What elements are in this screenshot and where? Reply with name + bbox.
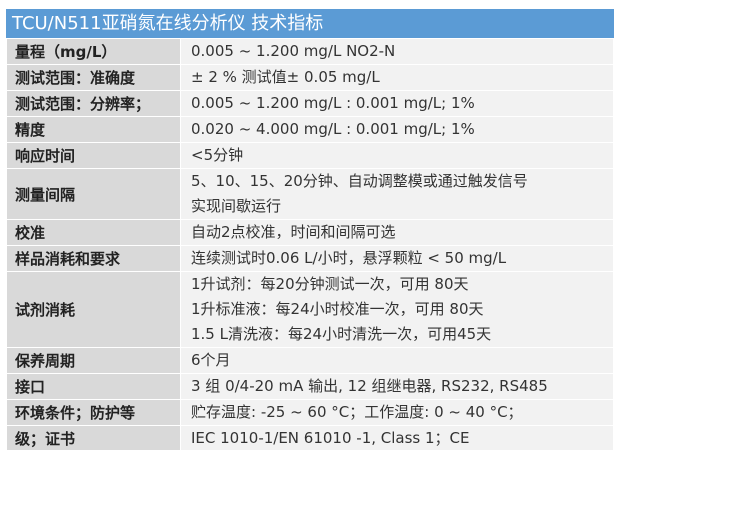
spec-label: 样品消耗和要求	[6, 245, 181, 272]
spec-value-line: <5分钟	[191, 146, 244, 164]
spec-label: 测试范围：准确度	[6, 64, 181, 91]
spec-value-line: 1升试剂：每20分钟测试一次，可用 80天	[191, 275, 469, 293]
spec-value: 6个月	[180, 347, 614, 374]
spec-value-line: 连续测试时0.06 L/小时，悬浮颗粒 < 50 mg/L	[191, 249, 507, 267]
spec-value: 贮存温度: -25 ~ 60 °C；工作温度: 0 ~ 40 °C；	[180, 399, 614, 426]
spec-value-line: 6个月	[191, 351, 231, 369]
spec-value: IEC 1010-1/EN 61010 -1, Class 1；CE	[180, 425, 614, 451]
spec-row: 保养周期 6个月	[6, 347, 614, 374]
spec-row: 量程（mg/L） 0.005 ~ 1.200 mg/L NO2-N	[6, 38, 614, 65]
spec-row: 响应时间 <5分钟	[6, 142, 614, 169]
spec-label: 量程（mg/L）	[6, 38, 181, 65]
spec-value-line: 0.020 ~ 4.000 mg/L : 0.001 mg/L; 1%	[191, 120, 475, 138]
spec-table-body: 量程（mg/L） 0.005 ~ 1.200 mg/L NO2-N 测试范围：准确度…	[6, 38, 614, 451]
spec-value: 连续测试时0.06 L/小时，悬浮颗粒 < 50 mg/L	[180, 245, 614, 272]
spec-value-line: 0.005 ~ 1.200 mg/L : 0.001 mg/L; 1%	[191, 94, 475, 112]
spec-value-line: 5、10、15、20分钟、自动调整模或通过触发信号	[191, 172, 528, 190]
spec-label: 接口	[6, 373, 181, 400]
spec-value: <5分钟	[180, 142, 614, 169]
spec-row: 测量间隔 5、10、15、20分钟、自动调整模或通过触发信号 实现间歇运行	[6, 168, 614, 220]
spec-value-line: 贮存温度: -25 ~ 60 °C；工作温度: 0 ~ 40 °C；	[191, 403, 523, 421]
spec-row: 校准 自动2点校准，时间和间隔可选	[6, 219, 614, 246]
spec-value-line: 1升标准液：每24小时校准一次，可用 80天	[191, 300, 484, 318]
spec-value: 自动2点校准，时间和间隔可选	[180, 219, 614, 246]
spec-row: 试剂消耗 1升试剂：每20分钟测试一次，可用 80天 1升标准液：每24小时校准一次…	[6, 271, 614, 348]
spec-value: 1升试剂：每20分钟测试一次，可用 80天 1升标准液：每24小时校准一次，可用 …	[180, 271, 614, 348]
spec-value: 0.020 ~ 4.000 mg/L : 0.001 mg/L; 1%	[180, 116, 614, 143]
spec-label: 校准	[6, 219, 181, 246]
spec-label: 试剂消耗	[6, 271, 181, 348]
spec-row: 环境条件；防护等 贮存温度: -25 ~ 60 °C；工作温度: 0 ~ 40 °…	[6, 399, 614, 426]
spec-title: TCU/N511亚硝氮在线分析仪 技术指标	[6, 9, 614, 38]
spec-value: 0.005 ~ 1.200 mg/L NO2-N	[180, 38, 614, 65]
spec-value-line: ± 2 % 测试值± 0.05 mg/L	[191, 68, 380, 86]
spec-row: 测试范围：准确度 ± 2 % 测试值± 0.05 mg/L	[6, 64, 614, 91]
spec-label: 环境条件；防护等	[6, 399, 181, 426]
spec-value-line: 自动2点校准，时间和间隔可选	[191, 223, 396, 241]
spec-row: 级；证书 IEC 1010-1/EN 61010 -1, Class 1；CE	[6, 425, 614, 451]
spec-row: 精度 0.020 ~ 4.000 mg/L : 0.001 mg/L; 1%	[6, 116, 614, 143]
spec-value: 3 组 0/4-20 mA 输出, 12 组继电器, RS232, RS485	[180, 373, 614, 400]
spec-value: ± 2 % 测试值± 0.05 mg/L	[180, 64, 614, 91]
spec-value-line: IEC 1010-1/EN 61010 -1, Class 1；CE	[191, 429, 470, 447]
spec-label: 级；证书	[6, 425, 181, 451]
spec-value: 0.005 ~ 1.200 mg/L : 0.001 mg/L; 1%	[180, 90, 614, 117]
spec-sheet: TCU/N511亚硝氮在线分析仪 技术指标 量程（mg/L） 0.005 ~ 1.…	[6, 9, 614, 451]
spec-value-line: 3 组 0/4-20 mA 输出, 12 组继电器, RS232, RS485	[191, 377, 548, 395]
spec-label: 精度	[6, 116, 181, 143]
spec-row: 接口 3 组 0/4-20 mA 输出, 12 组继电器, RS232, RS48…	[6, 373, 614, 400]
spec-row: 样品消耗和要求 连续测试时0.06 L/小时，悬浮颗粒 < 50 mg/L	[6, 245, 614, 272]
spec-label: 测试范围：分辨率；	[6, 90, 181, 117]
spec-value: 5、10、15、20分钟、自动调整模或通过触发信号 实现间歇运行	[180, 168, 614, 220]
spec-row: 测试范围：分辨率； 0.005 ~ 1.200 mg/L : 0.001 mg/L…	[6, 90, 614, 117]
spec-value-line: 实现间歇运行	[191, 197, 282, 215]
spec-label: 保养周期	[6, 347, 181, 374]
spec-table: 量程（mg/L） 0.005 ~ 1.200 mg/L NO2-N 测试范围：准确度…	[6, 38, 614, 451]
spec-label: 响应时间	[6, 142, 181, 169]
spec-value-line: 0.005 ~ 1.200 mg/L NO2-N	[191, 42, 396, 60]
spec-label: 测量间隔	[6, 168, 181, 220]
spec-value-line: 1.5 L清洗液：每24小时清洗一次，可用45天	[191, 325, 492, 343]
